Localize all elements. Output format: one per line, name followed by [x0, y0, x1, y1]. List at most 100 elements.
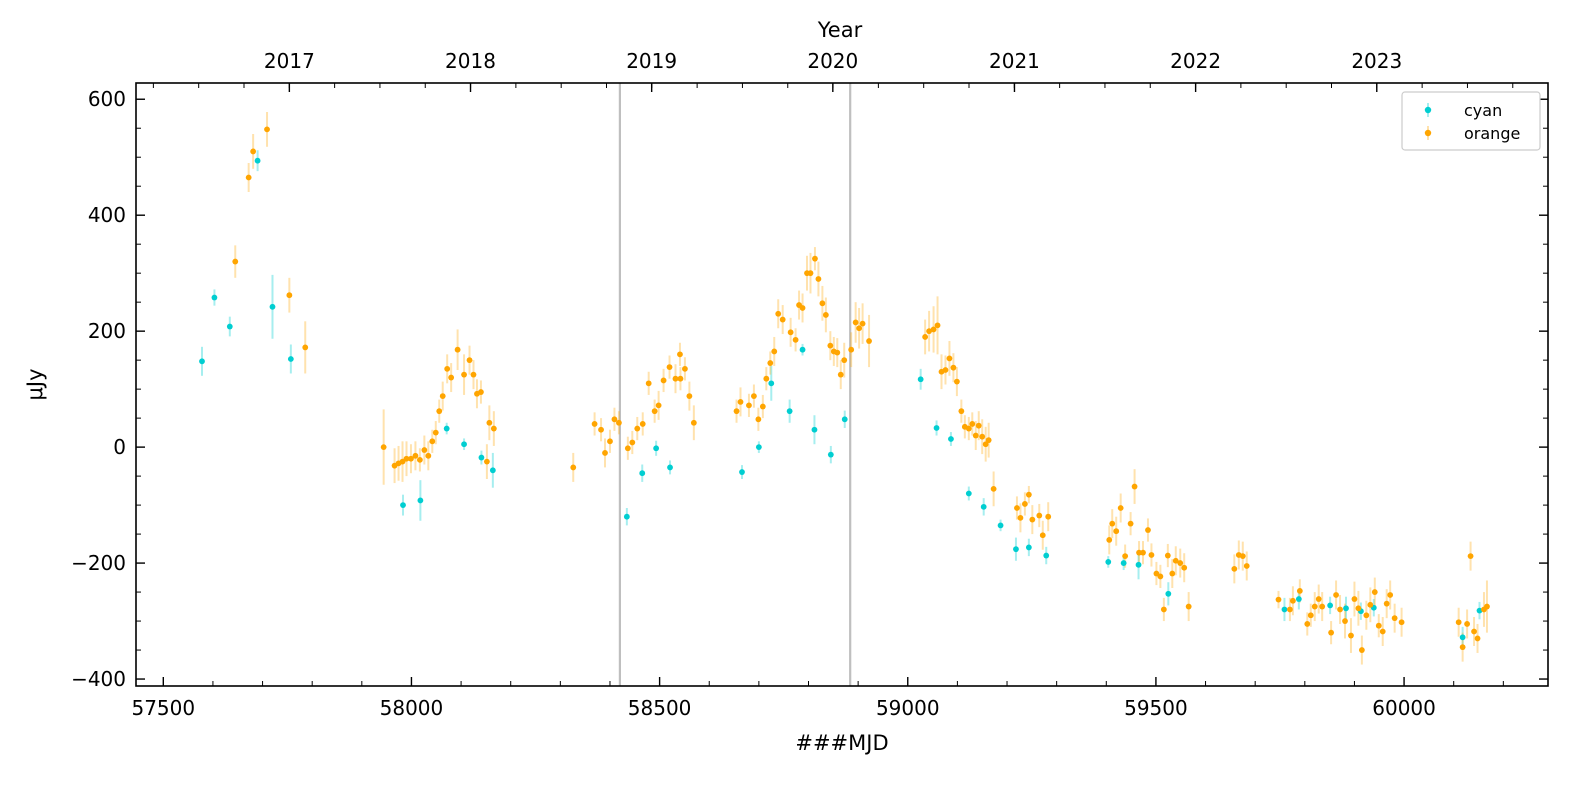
data-point [624, 445, 631, 452]
data-point [1164, 552, 1171, 559]
data-point [1045, 513, 1052, 520]
data-point [432, 429, 439, 436]
data-point [666, 364, 673, 371]
data-point [250, 148, 257, 155]
y-axis-label: μJy [23, 369, 47, 401]
data-point [819, 300, 826, 307]
data-point [856, 325, 863, 332]
legend-cyan-marker [1424, 106, 1432, 114]
data-point [965, 425, 972, 432]
data-point [1307, 612, 1314, 619]
data-point [1342, 618, 1348, 624]
data-point [922, 334, 929, 340]
data-point [1185, 603, 1192, 610]
data-point [841, 357, 848, 364]
data-point [837, 371, 844, 378]
data-point [629, 439, 636, 446]
data-point [448, 374, 455, 381]
data-point [454, 346, 461, 353]
data-point [958, 408, 965, 415]
data-point [677, 375, 684, 382]
data-point [1148, 552, 1155, 558]
data-point [787, 329, 794, 336]
data-point [470, 371, 477, 378]
y-tick-label: 600 [88, 87, 126, 111]
data-point [607, 438, 613, 445]
data-point [616, 419, 622, 426]
data-point [486, 419, 493, 426]
data-point [1157, 573, 1164, 580]
data-point [1029, 516, 1036, 523]
data-point [751, 393, 757, 399]
y-tick-label: −200 [71, 551, 126, 575]
data-point [421, 447, 428, 453]
data-point [1013, 546, 1019, 553]
data-point [634, 425, 641, 432]
data-point [483, 458, 490, 465]
data-point [767, 360, 774, 366]
data-point [1319, 603, 1326, 610]
data-point [965, 490, 972, 497]
data-point [417, 497, 424, 504]
top-tick-label: 2022 [1170, 49, 1221, 73]
data-point [799, 305, 806, 311]
data-point [639, 470, 646, 477]
data-point [848, 346, 855, 353]
data-point [746, 402, 752, 409]
data-point [982, 441, 989, 448]
data-point [799, 346, 806, 353]
data-point [1127, 520, 1134, 527]
x-axis-label: ###MJD [795, 731, 888, 755]
data-point [598, 426, 604, 433]
y-tick-label: −400 [71, 667, 126, 691]
data-point [667, 464, 673, 471]
data-point [1343, 605, 1349, 612]
data-point [1328, 629, 1335, 636]
top-tick-label: 2021 [989, 49, 1040, 73]
data-point [926, 328, 933, 335]
data-point [286, 292, 293, 299]
data-point [827, 451, 834, 458]
data-point [677, 351, 683, 358]
data-point [226, 323, 233, 330]
x-tick-label: 58000 [380, 696, 444, 720]
data-point [653, 445, 660, 452]
data-point [232, 258, 239, 265]
data-point [972, 432, 979, 439]
data-point [1464, 621, 1471, 627]
data-point [408, 455, 414, 462]
data-point [611, 416, 618, 423]
data-point [1140, 549, 1146, 556]
data-point [1391, 615, 1398, 622]
data-point [755, 444, 762, 451]
data-point [211, 294, 218, 301]
data-point [1043, 552, 1050, 559]
data-point [1120, 560, 1127, 566]
data-point [1387, 592, 1394, 598]
data-point [1304, 621, 1311, 627]
data-point [942, 367, 949, 373]
data-point [1025, 491, 1032, 498]
data-point [1459, 634, 1466, 641]
data-point [444, 365, 451, 372]
data-point [645, 380, 652, 387]
data-point [933, 425, 940, 431]
data-point [763, 375, 770, 382]
data-point [690, 419, 697, 426]
data-point [1165, 590, 1172, 597]
data-point [1145, 527, 1151, 533]
data-points [199, 126, 1490, 653]
data-point [822, 312, 829, 318]
data-point [792, 336, 799, 343]
data-point [1455, 619, 1462, 626]
data-point [1122, 553, 1129, 560]
data-point [733, 408, 740, 415]
data-point [946, 355, 953, 362]
data-point [686, 393, 693, 399]
data-point [969, 421, 976, 427]
data-point [1295, 596, 1302, 602]
data-point [1363, 612, 1370, 619]
data-point [975, 422, 982, 429]
top-tick-label: 2018 [445, 49, 496, 73]
